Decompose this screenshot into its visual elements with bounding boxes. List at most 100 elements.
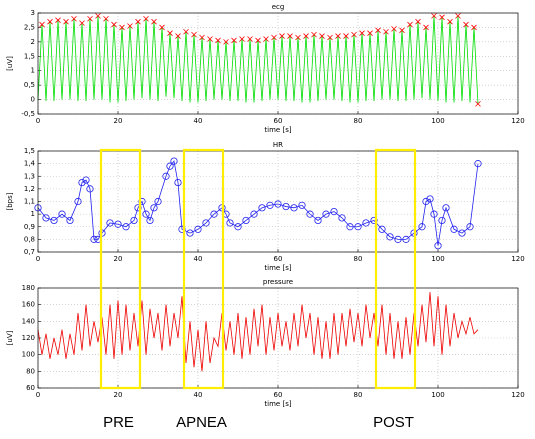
marker (402, 235, 410, 243)
y-tick-label: 80 (26, 367, 35, 375)
y-tick-label: 2,5 (24, 23, 35, 31)
marker (338, 214, 346, 222)
marker (255, 37, 261, 44)
marker (71, 15, 77, 22)
marker (178, 225, 186, 233)
x-tick-label: 0 (36, 255, 40, 263)
marker (159, 24, 165, 31)
y-tick-label: 0,9 (24, 223, 35, 231)
marker (231, 37, 237, 44)
marker (127, 23, 133, 29)
marker (266, 201, 274, 209)
marker (95, 13, 101, 19)
marker (359, 30, 365, 36)
marker (234, 223, 242, 231)
marker (82, 176, 90, 184)
x-tick-label: 80 (354, 391, 363, 399)
marker (106, 219, 114, 227)
marker (119, 24, 125, 31)
y-axis-label: [uV] (6, 330, 14, 345)
marker (407, 21, 413, 28)
x-tick-label: 40 (194, 391, 203, 399)
marker (346, 223, 354, 231)
marker (426, 195, 434, 203)
marker (455, 13, 461, 19)
y-tick-label: 120 (22, 334, 35, 342)
marker (415, 18, 421, 25)
x-tick-label: 0 (36, 391, 40, 399)
marker (114, 220, 122, 228)
axes-frame (37, 150, 519, 253)
x-tick-label: 20 (114, 391, 123, 399)
x-axis-label: time [s] (264, 400, 291, 408)
marker (226, 219, 234, 227)
y-tick-label: 1,4 (24, 160, 36, 168)
x-tick-label: 20 (114, 255, 123, 263)
marker (258, 204, 266, 212)
marker (42, 214, 50, 222)
marker (295, 34, 301, 41)
marker (183, 28, 189, 35)
marker (298, 201, 306, 209)
marker (434, 242, 442, 250)
marker (378, 225, 386, 233)
marker (442, 204, 450, 212)
marker (438, 216, 446, 225)
marker (134, 204, 142, 212)
phase-label: POST (373, 414, 414, 431)
y-tick-label: 0,5 (24, 81, 35, 89)
marker (186, 229, 194, 237)
marker (210, 210, 218, 218)
marker (151, 18, 157, 25)
marker (207, 36, 213, 42)
x-tick-label: 0 (36, 117, 40, 125)
marker (191, 31, 197, 38)
y-tick-label: 0 (31, 96, 35, 104)
y-tick-label: 1,5 (24, 147, 35, 155)
y-tick-label: 180 (22, 284, 35, 292)
y-tick-label: 2 (31, 38, 35, 46)
marker (311, 31, 317, 38)
y-tick-label: 100 (22, 351, 35, 359)
marker (154, 197, 162, 206)
y-tick-label: 1 (31, 210, 35, 218)
y-tick-label: -0,5 (21, 110, 35, 118)
x-tick-label: 40 (194, 117, 203, 125)
marker (351, 31, 357, 38)
marker (175, 33, 181, 39)
x-tick-label: 20 (114, 117, 123, 125)
y-tick-label: 0,8 (24, 235, 35, 243)
marker (367, 30, 373, 36)
marker (74, 197, 82, 206)
marker (474, 160, 482, 168)
marker (466, 223, 474, 231)
marker (391, 26, 397, 32)
phase-box (99, 148, 142, 390)
marker (263, 36, 269, 42)
marker (79, 20, 85, 26)
x-tick-label: 100 (431, 255, 444, 263)
marker (90, 235, 98, 243)
x-tick-label: 100 (431, 117, 444, 125)
chart-title: HR (273, 141, 283, 149)
marker (306, 210, 314, 218)
x-axis-label: time [s] (264, 126, 291, 134)
y-axis-label: [bps] (6, 192, 14, 210)
marker (138, 197, 146, 206)
marker (463, 21, 469, 28)
marker (50, 216, 58, 225)
marker (282, 202, 290, 211)
x-tick-label: 100 (431, 391, 444, 399)
marker (447, 18, 453, 25)
marker (418, 223, 426, 231)
marker (458, 229, 466, 237)
phase-label: APNEA (176, 414, 227, 431)
marker (279, 33, 285, 39)
marker (330, 208, 338, 216)
y-tick-label: 140 (22, 317, 35, 325)
marker (58, 210, 66, 218)
marker (194, 225, 202, 233)
x-tick-label: 120 (511, 117, 524, 125)
x-tick-label: 60 (274, 117, 283, 125)
